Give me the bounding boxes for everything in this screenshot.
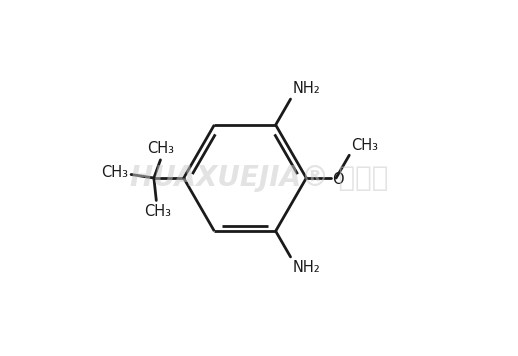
Text: O: O [333,172,344,187]
Text: NH₂: NH₂ [292,260,320,275]
Text: CH₃: CH₃ [145,204,171,219]
Text: CH₃: CH₃ [102,165,128,180]
Text: HUAXUEJIA® 化学加: HUAXUEJIA® 化学加 [130,164,388,192]
Text: NH₂: NH₂ [292,81,320,96]
Text: CH₃: CH₃ [351,138,378,153]
Text: CH₃: CH₃ [147,141,174,156]
